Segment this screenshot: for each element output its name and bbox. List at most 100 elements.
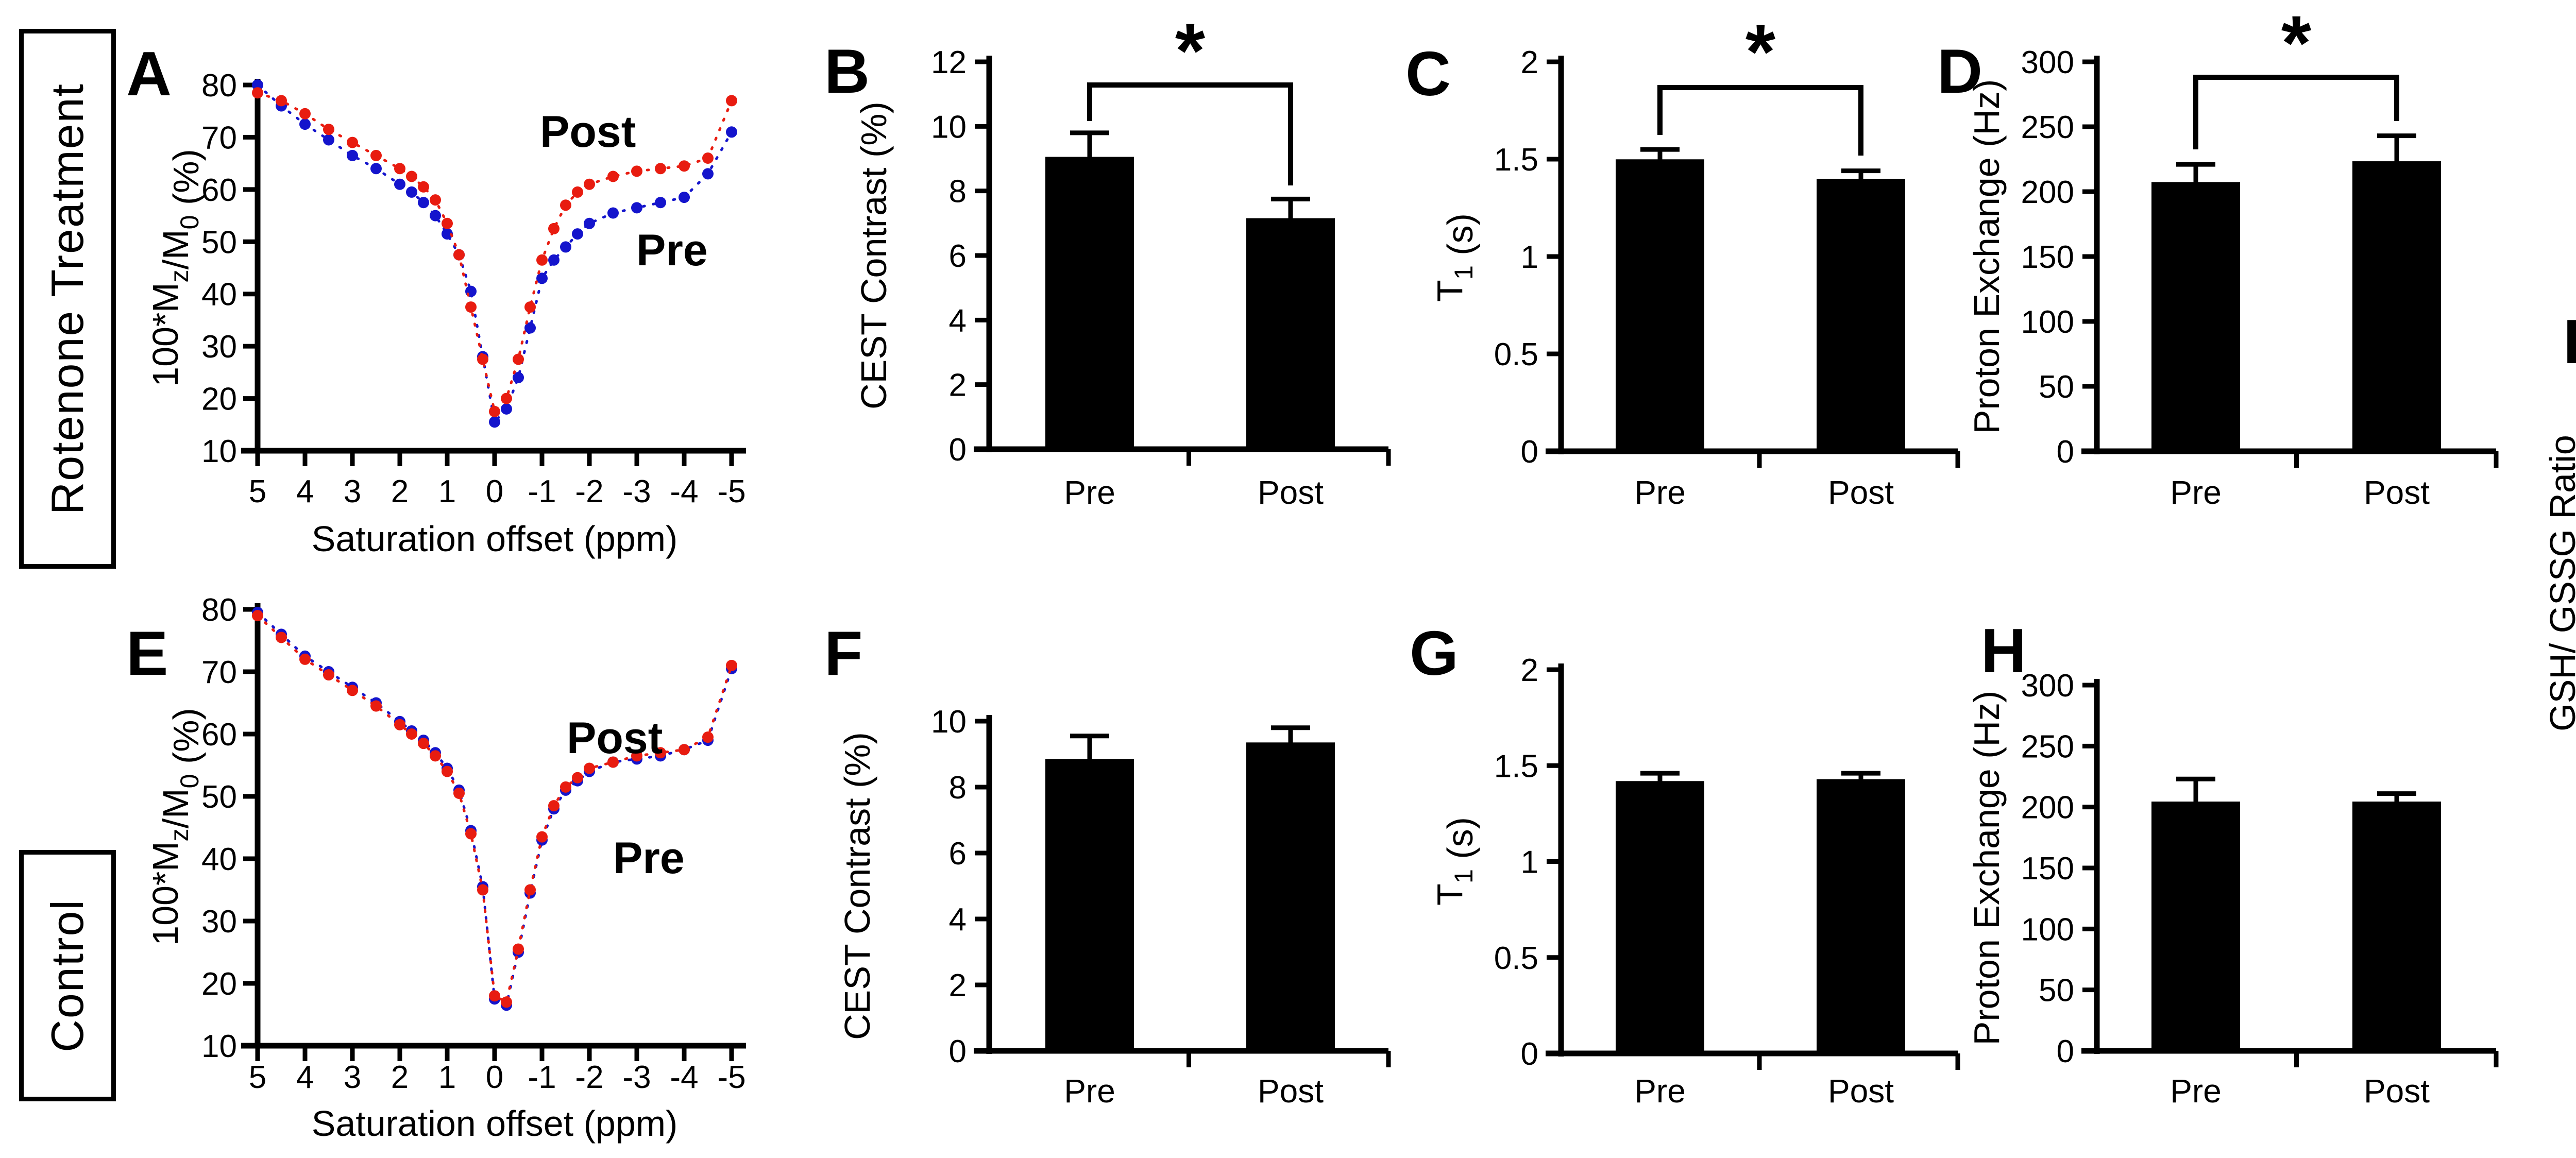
data-point bbox=[548, 223, 560, 234]
bar-post bbox=[2352, 161, 2441, 453]
data-point bbox=[276, 95, 287, 107]
data-point bbox=[252, 87, 263, 99]
y-tick-label: 2 bbox=[1521, 45, 1538, 80]
y-tick-label: 6 bbox=[949, 239, 967, 274]
panel-letter-D: D bbox=[1937, 36, 1982, 106]
row-label-control: Control bbox=[19, 850, 116, 1101]
y-tick-label: 0 bbox=[2057, 434, 2074, 470]
y-axis-title: Proton Exchange (Hz) bbox=[1967, 691, 2007, 1046]
category-label-post: Post bbox=[1828, 474, 1894, 511]
data-point bbox=[655, 163, 666, 175]
y-tick-label: 150 bbox=[2021, 240, 2074, 275]
series-points-post bbox=[252, 610, 737, 1008]
data-point bbox=[489, 405, 500, 417]
data-point bbox=[323, 134, 334, 146]
y-tick-label: 0.5 bbox=[1494, 941, 1538, 976]
y-tick-label: 10 bbox=[201, 434, 237, 469]
data-point bbox=[442, 765, 453, 777]
y-tick-label: 60 bbox=[201, 173, 237, 208]
y-tick-label: 1 bbox=[1521, 845, 1538, 880]
x-tick-label: 5 bbox=[249, 1060, 266, 1095]
bar-pre bbox=[2151, 182, 2240, 453]
data-point bbox=[702, 168, 714, 180]
y-tick-label: 20 bbox=[201, 966, 237, 1002]
data-point bbox=[631, 165, 642, 177]
series-label-post: Post bbox=[567, 713, 663, 763]
data-point bbox=[572, 186, 583, 198]
y-tick-label: 50 bbox=[2039, 973, 2074, 1009]
data-point bbox=[394, 719, 405, 730]
data-point bbox=[406, 186, 417, 198]
y-tick-label: 40 bbox=[201, 277, 237, 313]
data-point bbox=[477, 353, 488, 365]
data-point bbox=[560, 199, 571, 211]
x-tick-label: 0 bbox=[486, 474, 503, 509]
y-tick-label: 0 bbox=[2057, 1034, 2074, 1069]
data-point bbox=[513, 353, 524, 365]
y-tick-label: 70 bbox=[201, 655, 237, 690]
data-point bbox=[702, 152, 714, 164]
data-point bbox=[726, 126, 737, 138]
bar-pre bbox=[1616, 159, 1704, 453]
y-axis-title: CEST Contrast (%) bbox=[854, 101, 894, 410]
panel-D: 0 50 100 150 200 250 300 Pre Post Proton Exchange… bbox=[1937, 0, 2499, 511]
data-point bbox=[406, 728, 417, 740]
y-tick-label: 4 bbox=[949, 902, 967, 938]
data-point bbox=[430, 750, 441, 762]
x-tick-label: 3 bbox=[344, 474, 361, 509]
data-point bbox=[572, 228, 583, 240]
panel-letter-E: E bbox=[126, 618, 168, 688]
data-point bbox=[536, 273, 548, 284]
x-tick-label: 4 bbox=[296, 1060, 314, 1095]
bar-post bbox=[1817, 779, 1905, 1055]
data-point bbox=[607, 756, 619, 768]
significance-bracket bbox=[1087, 82, 1293, 185]
data-point bbox=[513, 371, 524, 383]
y-tick-label: 300 bbox=[2021, 45, 2074, 80]
panel-letter-C: C bbox=[1405, 39, 1451, 109]
y-tick-label: 80 bbox=[201, 592, 237, 628]
y-tick-label: 150 bbox=[2021, 851, 2074, 887]
x-tick-label: -4 bbox=[670, 474, 698, 509]
y-tick-label: 0 bbox=[949, 1034, 967, 1069]
data-point bbox=[442, 217, 453, 229]
panel-E: 5 4 3 2 1 0 -1 -2 -3 -4 -51020304050607080Saturati… bbox=[126, 592, 746, 1144]
data-point bbox=[406, 171, 417, 182]
data-point bbox=[513, 943, 524, 955]
series-points-pre bbox=[252, 79, 737, 428]
y-tick-label: 1.5 bbox=[1494, 748, 1538, 784]
data-point bbox=[323, 124, 334, 135]
data-point bbox=[536, 831, 548, 843]
category-label-pre: Pre bbox=[2170, 1072, 2222, 1110]
x-tick-label: -2 bbox=[575, 474, 603, 509]
data-point bbox=[655, 747, 666, 759]
y-axis-title: T1 (s) bbox=[1430, 817, 1480, 906]
category-label-post: Post bbox=[1258, 1072, 1324, 1110]
bar-pre bbox=[1616, 781, 1704, 1055]
data-point bbox=[679, 160, 690, 172]
y-tick-label: 0 bbox=[949, 432, 967, 468]
y-axis-title: T1 (s) bbox=[1430, 213, 1480, 302]
data-point bbox=[560, 781, 571, 793]
significance-bracket bbox=[2193, 75, 2399, 149]
y-tick-label: 40 bbox=[201, 842, 237, 877]
y-tick-label: 80 bbox=[201, 68, 237, 104]
x-axis-title: Saturation offset (ppm) bbox=[312, 519, 678, 559]
data-point bbox=[726, 95, 737, 107]
panel-letter-H: H bbox=[1981, 616, 2026, 686]
data-point bbox=[572, 772, 583, 784]
data-point bbox=[524, 322, 536, 334]
data-point bbox=[584, 762, 595, 774]
data-point bbox=[252, 79, 263, 91]
x-tick-label: -1 bbox=[528, 1060, 556, 1095]
data-point bbox=[347, 685, 358, 696]
data-point bbox=[276, 632, 287, 643]
y-tick-label: 10 bbox=[931, 704, 967, 740]
data-point bbox=[299, 653, 311, 665]
x-tick-label: -3 bbox=[622, 1060, 651, 1095]
data-point bbox=[418, 738, 429, 750]
category-label-post: Post bbox=[2364, 1072, 2430, 1110]
y-tick-label: 2 bbox=[1521, 653, 1538, 688]
data-point bbox=[252, 610, 263, 622]
